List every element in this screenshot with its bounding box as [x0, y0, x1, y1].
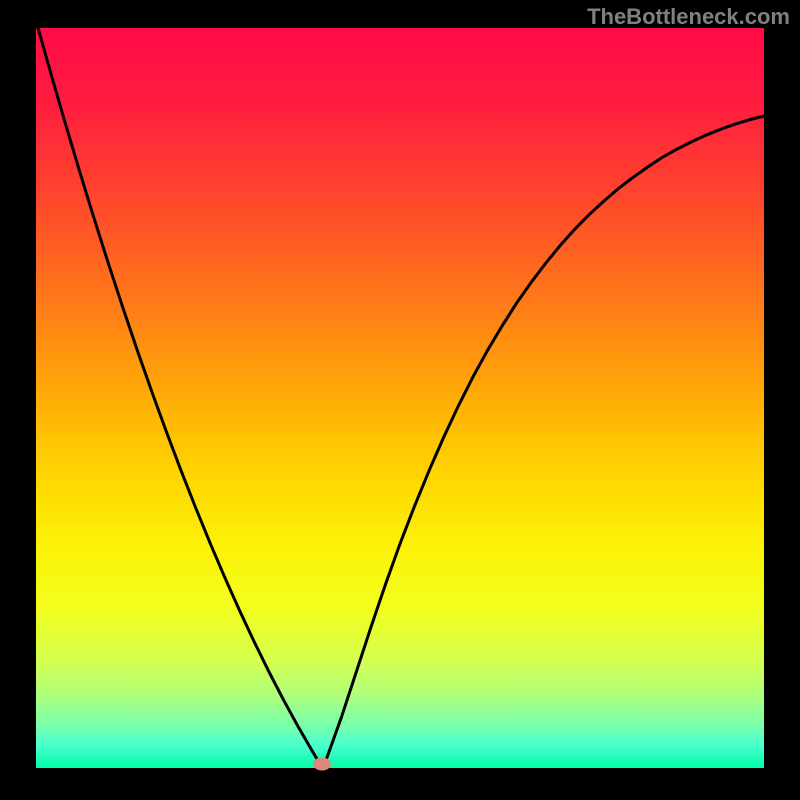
chart-container: TheBottleneck.com [0, 0, 800, 800]
watermark-text: TheBottleneck.com [587, 4, 790, 30]
plot-area [36, 28, 764, 768]
curve-path [36, 28, 764, 765]
optimum-marker [313, 758, 331, 771]
bottleneck-curve [36, 28, 764, 768]
